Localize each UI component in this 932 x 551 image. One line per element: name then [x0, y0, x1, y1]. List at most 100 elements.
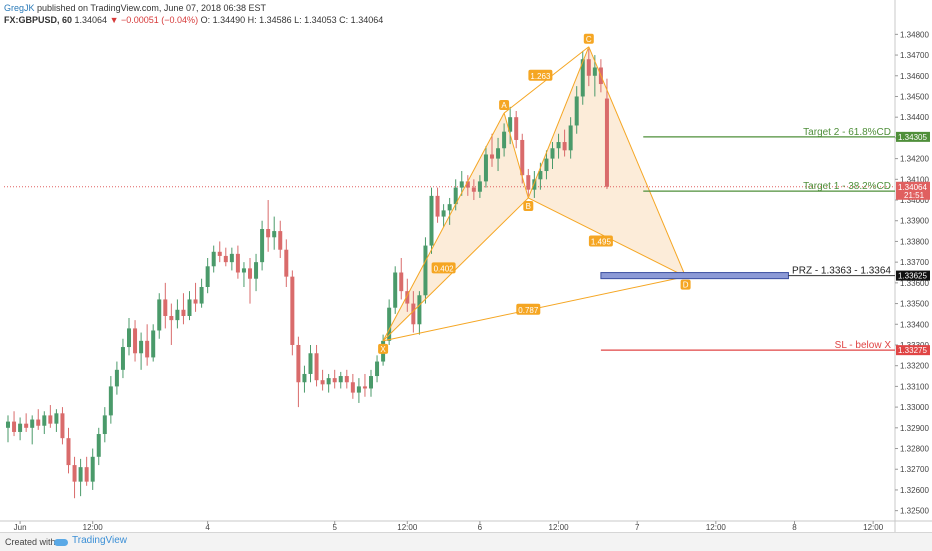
candle-body	[580, 59, 585, 97]
candle-body	[332, 378, 337, 383]
candle-body	[296, 344, 301, 383]
candle-body	[556, 142, 561, 149]
candle-body	[248, 268, 252, 279]
candle-body	[157, 299, 162, 331]
x-tick-label: 12:00	[397, 523, 418, 532]
pattern-leg-cd	[588, 46, 687, 277]
candle-body	[308, 353, 313, 374]
candle-body	[550, 148, 555, 159]
candle-body	[18, 423, 23, 432]
candle-body	[193, 299, 198, 304]
author-link[interactable]: GregJK	[4, 3, 35, 13]
candle-body	[96, 434, 101, 457]
ratio-label: 1.263	[530, 72, 551, 81]
x-tick-label: 4	[205, 523, 210, 532]
candle-body	[344, 376, 349, 383]
candle-body	[241, 268, 246, 273]
pattern-leg-bc	[527, 46, 590, 199]
candle-body	[78, 467, 83, 482]
price-chart[interactable]: 1.34800 1.34700 1.34600 1.34500 1.34400 1.343…	[0, 0, 932, 532]
candle-body	[290, 276, 295, 345]
candle-body	[453, 187, 458, 205]
candle-body	[163, 299, 168, 316]
pattern-point-label: B	[526, 202, 531, 211]
candle-body	[471, 187, 476, 192]
level-label: Target 1 - 38.2%CD	[803, 181, 891, 192]
candle-body	[405, 291, 410, 304]
y-tick-label: 1.34400	[900, 113, 929, 122]
candle-body	[108, 386, 113, 416]
candle-body	[199, 286, 204, 304]
candle-body	[229, 253, 234, 263]
candle-body	[393, 272, 398, 308]
y-tick-label: 1.33200	[900, 362, 929, 371]
tradingview-cloud-icon	[54, 539, 68, 546]
y-tick-label: 1.32700	[900, 465, 929, 474]
candle-body	[520, 139, 525, 176]
pattern-point-box	[583, 33, 594, 44]
candle-body	[532, 179, 537, 190]
level-price-tag-text: 1.33275	[898, 346, 927, 355]
candle-body	[36, 419, 41, 426]
candle-body	[127, 328, 131, 348]
pattern-xab-fill	[383, 113, 529, 341]
symbol-name: FX:GBPUSD, 60	[4, 15, 73, 25]
candle-body	[114, 369, 119, 387]
candle-body	[24, 423, 29, 428]
candle-body	[435, 195, 440, 217]
candle-body	[187, 299, 192, 316]
candle-body	[66, 438, 71, 466]
pattern-point-box	[680, 279, 691, 290]
candle-body	[217, 251, 222, 256]
publish-line: GregJK published on TradingView.com, Jun…	[4, 2, 383, 14]
candle-body	[447, 204, 452, 211]
candle-body	[278, 231, 283, 250]
candle-body	[145, 340, 150, 358]
candle-body	[496, 148, 501, 159]
candle-body	[181, 309, 186, 316]
candle-body	[544, 158, 549, 172]
candle-body	[151, 330, 156, 358]
y-tick-label: 1.33500	[900, 300, 929, 309]
level-label: SL - below X	[835, 340, 892, 351]
candle-body	[362, 386, 367, 389]
candle-body	[338, 376, 343, 383]
candle-body	[175, 309, 180, 321]
last-price-text: 1.34064	[74, 15, 108, 25]
candle-body	[483, 154, 488, 182]
candle-body	[120, 347, 125, 370]
candle-body	[169, 315, 174, 321]
tradingview-brand-link[interactable]: TradingView	[72, 535, 128, 546]
prz-price-tag	[896, 270, 930, 281]
prz-zone[interactable]	[600, 272, 789, 280]
candle-body	[133, 328, 138, 354]
level-price-tag-text: 1.34305	[898, 133, 927, 142]
candle-body	[568, 125, 573, 151]
candle-body	[514, 117, 519, 140]
y-tick-label: 1.34700	[900, 51, 929, 60]
y-tick-label: 1.32500	[900, 507, 929, 516]
candle-body	[423, 245, 428, 296]
candle-body	[60, 413, 65, 439]
candle-body	[223, 255, 228, 263]
x-tick-label: 5	[332, 523, 337, 532]
candle-body	[562, 142, 567, 151]
ratio-label-box	[528, 69, 553, 81]
candle-body	[302, 373, 307, 383]
y-tick-label: 1.33900	[900, 217, 929, 226]
prz-label: PRZ - 1.3363 - 1.3364	[792, 266, 891, 277]
x-tick-label: 12:00	[706, 523, 727, 532]
candle-body	[266, 229, 271, 238]
pattern-line-xb	[382, 197, 529, 342]
candle-body	[411, 303, 416, 325]
candle-body	[502, 131, 507, 149]
pattern-point-box	[378, 343, 389, 354]
candle-body	[90, 456, 95, 482]
candle-body	[102, 415, 107, 435]
candle-body	[417, 295, 422, 325]
candle-body	[592, 67, 597, 76]
ratio-label: 0.402	[434, 264, 455, 273]
x-tick-label: 12:00	[549, 523, 570, 532]
y-tick-label: 1.34100	[900, 175, 929, 184]
candle-body	[526, 175, 531, 190]
